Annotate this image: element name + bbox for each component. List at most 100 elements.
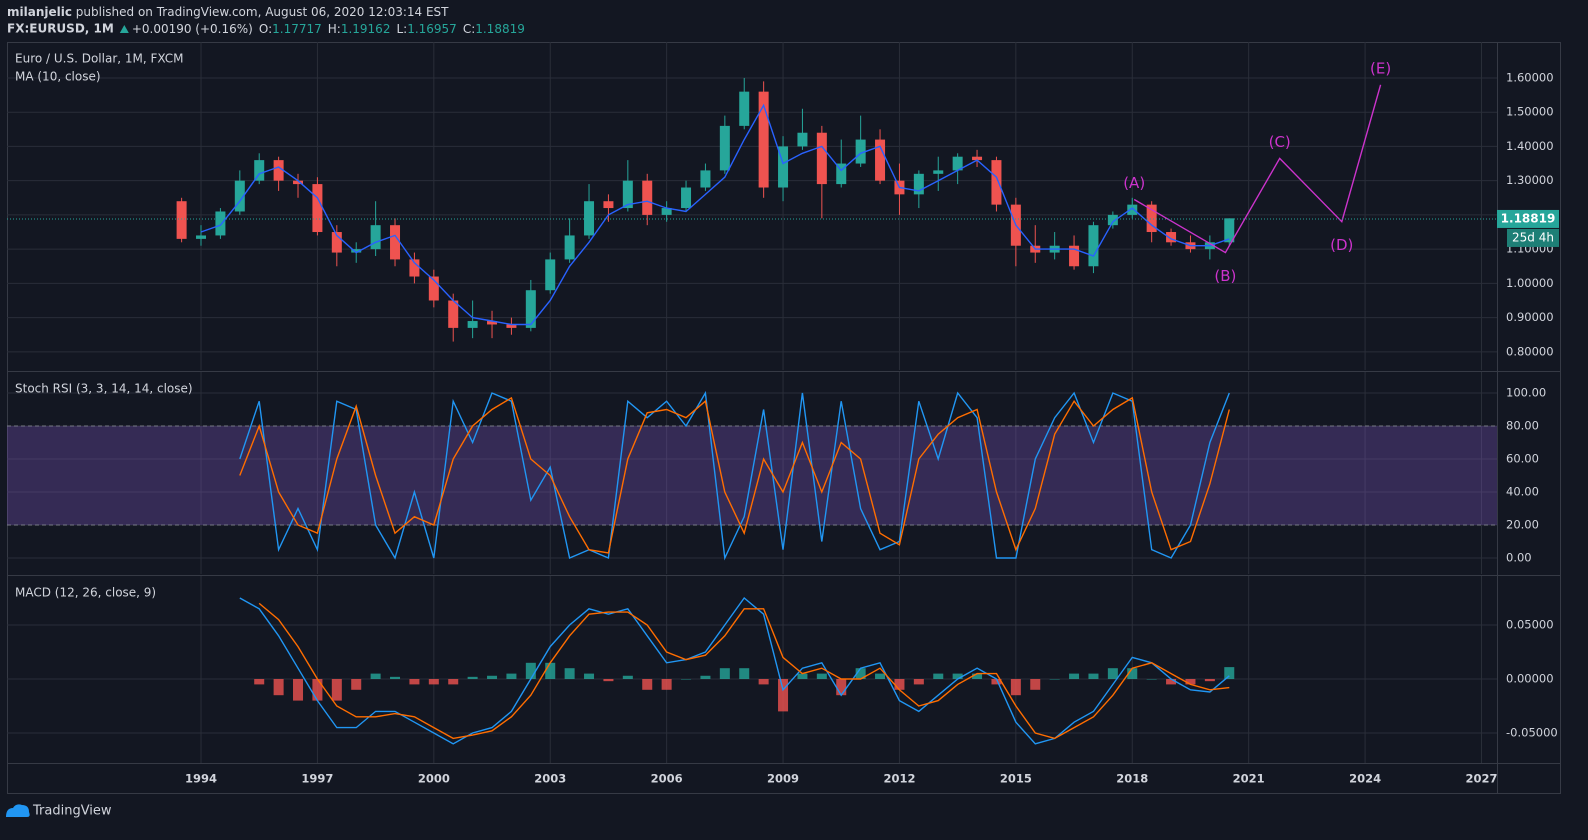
candle-body xyxy=(176,201,187,239)
y-tick-label: 60.00 xyxy=(1506,451,1539,465)
histogram-bar xyxy=(1146,679,1157,680)
candle-body xyxy=(487,321,498,325)
candle-body xyxy=(331,232,342,253)
histogram-bar xyxy=(409,679,420,685)
histogram-bar xyxy=(525,662,536,680)
histogram-bar xyxy=(273,679,284,696)
histogram-bar xyxy=(778,679,789,712)
brand: TradingView xyxy=(32,804,112,819)
histogram-bar xyxy=(913,679,924,685)
price-tag xyxy=(1497,209,1559,228)
byline: milanjelic published on TradingView.com,… xyxy=(7,5,449,19)
candle-body xyxy=(1224,218,1235,243)
candle-body xyxy=(913,173,924,195)
histogram-bar xyxy=(564,668,575,680)
candle-body xyxy=(234,180,245,212)
pane-title: Stoch RSI (3, 3, 14, 14, close) xyxy=(15,382,193,396)
histogram-bar xyxy=(1224,667,1235,680)
histogram-bar xyxy=(312,679,323,701)
histogram-bar xyxy=(894,679,905,690)
histogram-bar xyxy=(506,673,517,680)
x-tick-label: 2018 xyxy=(1116,772,1148,786)
wave-label: (E) xyxy=(1370,59,1391,77)
y-tick-label: 1.30000 xyxy=(1506,173,1554,187)
y-tick-label: 80.00 xyxy=(1506,418,1539,432)
candle-body xyxy=(215,211,226,236)
histogram-bar xyxy=(622,675,633,680)
candle-body xyxy=(758,91,769,188)
x-tick-label: 2009 xyxy=(767,772,799,786)
ohlc-label: O: xyxy=(259,22,272,36)
ohlc-label: C: xyxy=(463,22,475,36)
ohlc-value: 1.18819 xyxy=(475,22,525,36)
price-tag-label: 1.18819 xyxy=(1501,211,1556,225)
histogram-bar xyxy=(1088,673,1099,680)
histogram-bar xyxy=(370,673,381,680)
chart-frame xyxy=(7,42,1561,794)
candle-body xyxy=(739,91,750,126)
histogram-bar xyxy=(448,679,459,685)
candle-body xyxy=(293,180,304,185)
histogram-bar xyxy=(797,673,808,680)
y-tick-label: 0.80000 xyxy=(1506,344,1554,358)
histogram-bar xyxy=(487,675,498,680)
histogram-bar xyxy=(719,668,730,680)
candle-body xyxy=(778,146,789,188)
candle-body xyxy=(312,184,323,233)
histogram-bar xyxy=(972,673,983,680)
author: milanjelic xyxy=(7,5,72,19)
histogram-bar xyxy=(1010,679,1021,696)
histogram-bar xyxy=(855,668,866,680)
wave-line xyxy=(1133,84,1382,254)
y-tick-label: 1.60000 xyxy=(1506,70,1554,84)
candle-body xyxy=(661,208,672,215)
legend-entry: MA (10, close) xyxy=(15,70,101,84)
candle-body xyxy=(700,170,711,188)
x-tick-label: 2027 xyxy=(1465,772,1497,786)
candle-body xyxy=(972,156,983,161)
candle-body xyxy=(1069,245,1080,267)
candle-body xyxy=(622,180,633,209)
candle-body xyxy=(816,132,827,185)
y-tick-label: 1.40000 xyxy=(1506,139,1554,153)
wave-label: (D) xyxy=(1330,236,1353,254)
histogram-bar xyxy=(331,679,342,701)
y-tick-label: -0.05000 xyxy=(1506,725,1558,739)
histogram-bar xyxy=(584,673,595,680)
candle-body xyxy=(428,276,439,301)
candle-body xyxy=(875,139,886,181)
histogram-bar xyxy=(1166,679,1177,685)
series-line xyxy=(258,602,1230,740)
candle-body xyxy=(1166,232,1177,243)
series-line xyxy=(239,596,1230,745)
x-tick-label: 2024 xyxy=(1349,772,1381,786)
histogram-bar xyxy=(1107,668,1118,680)
y-tick-label: 0.90000 xyxy=(1506,310,1554,324)
candle-body xyxy=(719,125,730,171)
histogram-bar xyxy=(390,676,401,680)
candle-body xyxy=(467,321,478,328)
series-line xyxy=(200,103,1230,326)
candle-body xyxy=(351,249,362,253)
y-tick-label: 20.00 xyxy=(1506,517,1539,531)
x-tick-label: 2021 xyxy=(1233,772,1265,786)
candle-body xyxy=(797,132,808,147)
y-tick-label: 1.00000 xyxy=(1506,276,1554,290)
histogram-bar xyxy=(293,679,304,701)
histogram-bar xyxy=(933,673,944,680)
countdown-tag xyxy=(1507,228,1559,247)
x-tick-label: 1994 xyxy=(185,772,217,786)
histogram-bar xyxy=(758,679,769,685)
x-tick-label: 2012 xyxy=(883,772,915,786)
x-tick-label: 2015 xyxy=(1000,772,1032,786)
histogram-bar xyxy=(1127,668,1138,680)
y-tick-label: 1.50000 xyxy=(1506,105,1554,119)
series-line xyxy=(239,396,1230,554)
histogram-bar xyxy=(681,679,692,680)
candle-body xyxy=(1146,204,1157,233)
histogram-bar xyxy=(991,679,1002,685)
candle-body xyxy=(584,201,595,236)
change: +0.00190 (+0.16%) xyxy=(132,22,253,36)
ohlc-value: 1.16957 xyxy=(407,22,457,36)
